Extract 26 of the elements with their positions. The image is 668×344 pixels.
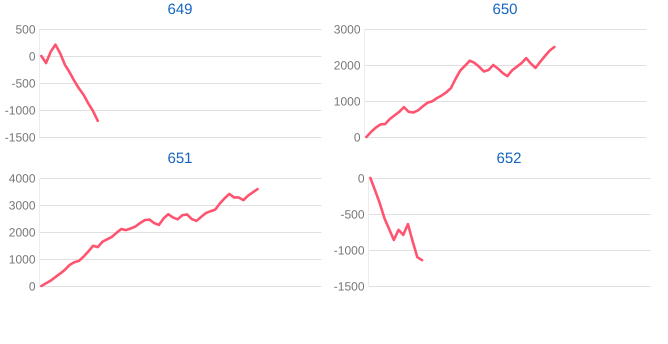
y-tick-label: 0 bbox=[28, 50, 36, 64]
y-tick-label: -500 bbox=[340, 208, 365, 222]
y-tick-label: -1500 bbox=[4, 130, 36, 144]
y-tick-label: 2000 bbox=[8, 226, 36, 240]
y-tick-label: -500 bbox=[11, 76, 36, 90]
y-tick-label: -1000 bbox=[4, 104, 36, 118]
y-tick-label: 0 bbox=[358, 172, 365, 186]
y-tick-label: -1500 bbox=[334, 280, 365, 294]
y-tick-label: 4000 bbox=[8, 172, 36, 186]
y-tick-label: 3000 bbox=[334, 22, 361, 36]
y-tick-label: 0 bbox=[354, 130, 361, 144]
y-tick-label: 2000 bbox=[334, 58, 361, 72]
chart-title: 650 bbox=[492, 1, 518, 18]
y-tick-label: 1000 bbox=[334, 94, 361, 108]
y-tick-label: 500 bbox=[15, 22, 36, 36]
y-tick-label: 0 bbox=[28, 280, 36, 294]
y-tick-label: -1000 bbox=[334, 244, 365, 258]
chart-title: 649 bbox=[167, 1, 193, 18]
line-series bbox=[365, 46, 556, 138]
chart-title: 652 bbox=[496, 150, 522, 167]
line-series bbox=[40, 43, 100, 122]
line-series bbox=[369, 176, 424, 262]
chart-title: 651 bbox=[167, 150, 193, 167]
line-series bbox=[40, 188, 259, 288]
y-tick-label: 3000 bbox=[8, 198, 36, 212]
y-tick-label: 1000 bbox=[8, 252, 36, 266]
